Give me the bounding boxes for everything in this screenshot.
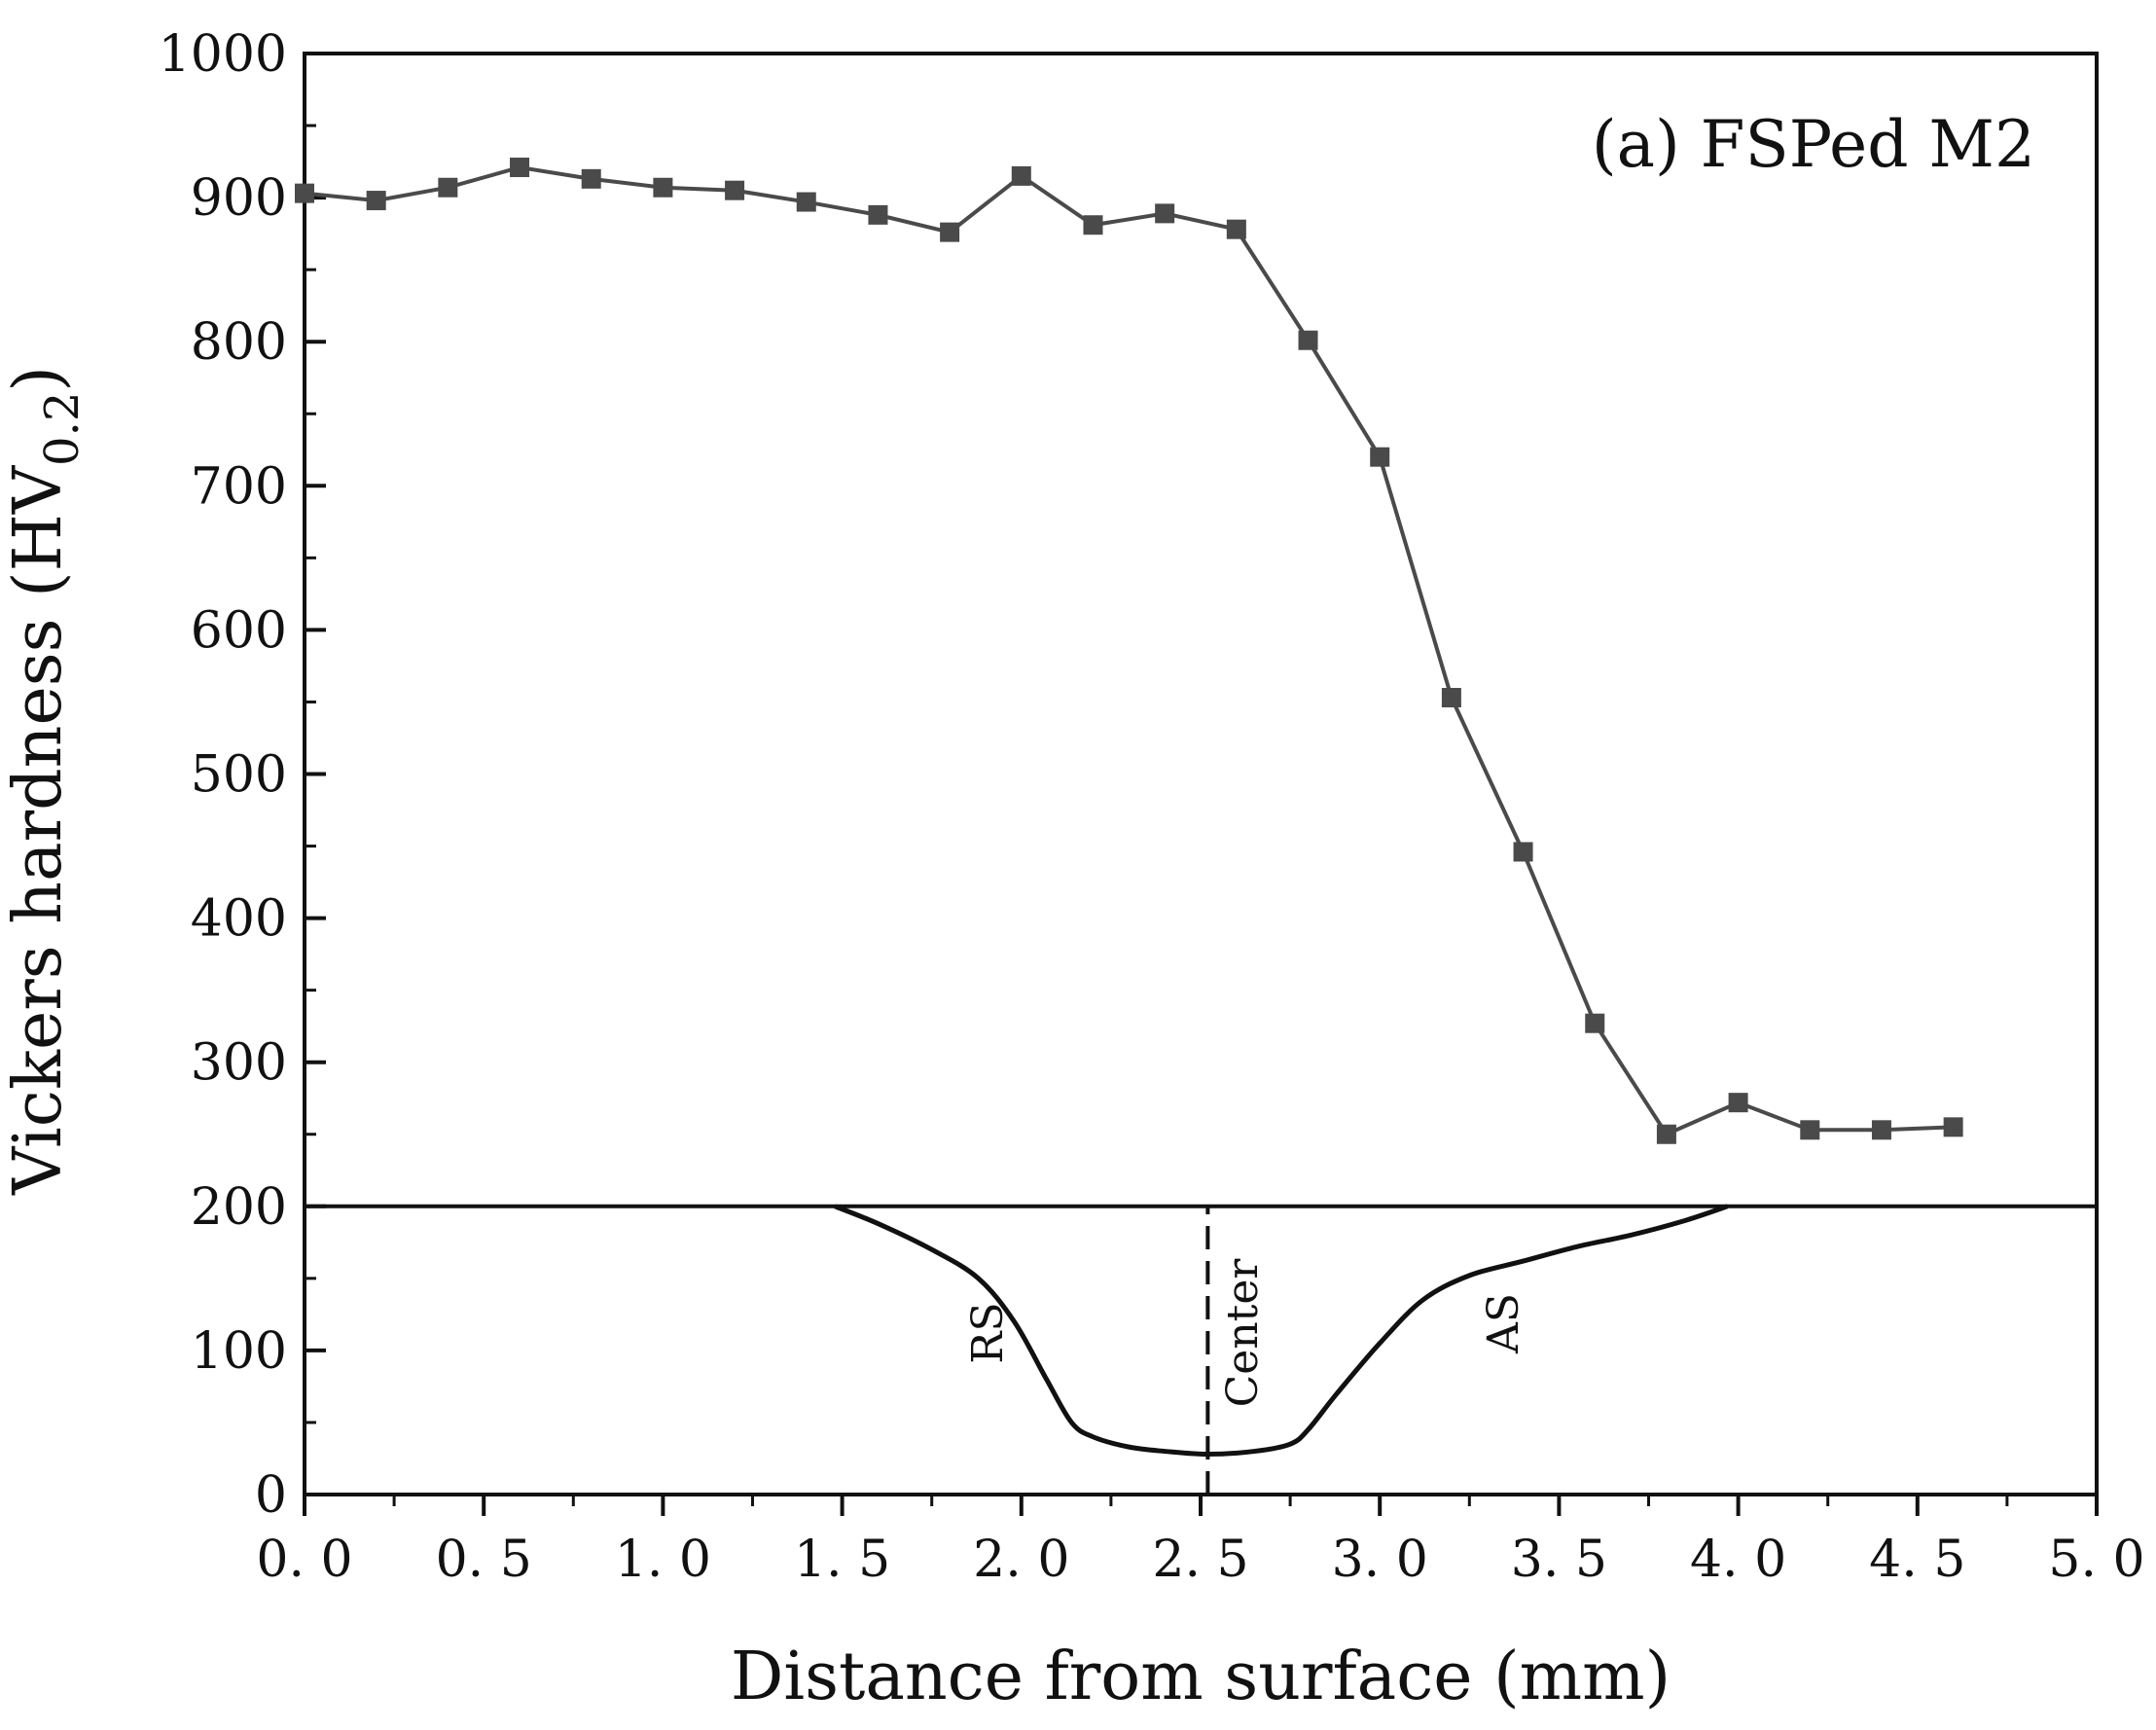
data-point (581, 168, 601, 189)
data-point (1800, 1120, 1820, 1140)
y-tick-label: 900 (191, 169, 287, 228)
y-axis-label: Vickers hardness (HV0.2) (0, 366, 90, 1196)
y-tick-label: 1000 (159, 25, 287, 84)
x-tick-label: 1. 0 (615, 1531, 711, 1589)
data-point (1656, 1124, 1676, 1144)
x-tick-label: 0. 0 (256, 1531, 352, 1589)
data-point (1298, 330, 1318, 350)
data-point (1083, 215, 1103, 235)
data-point (1585, 1013, 1605, 1033)
data-point (1155, 203, 1175, 224)
y-axis-ticks: 0 100 200 300 400 500 600 700 800 900 1000 (159, 25, 326, 1525)
data-point (1943, 1117, 1963, 1137)
data-point (868, 204, 888, 225)
y-tick-label: 400 (191, 890, 287, 949)
y-tick-label: 600 (191, 601, 287, 660)
x-tick-label: 0. 5 (436, 1531, 532, 1589)
x-tick-label: 5. 0 (2048, 1531, 2144, 1589)
y-tick-label: 700 (191, 457, 287, 516)
data-point (1226, 219, 1246, 239)
data-point (940, 222, 960, 242)
data-point (366, 191, 386, 211)
data-point (1441, 688, 1461, 708)
x-tick-label: 3. 0 (1332, 1531, 1428, 1589)
x-axis-ticks: 0. 0 0. 5 1. 0 1. 5 2. 0 2. 5 3. 0 3. 5 4. 0 4. 5… (256, 1495, 2145, 1589)
y-axis-label-close: ) (0, 366, 77, 392)
rs-annotation: RS (963, 1302, 1013, 1363)
y-tick-label: 100 (191, 1322, 287, 1381)
y-axis-label-subscript: 0.2 (35, 392, 90, 466)
x-tick-label: 1. 5 (794, 1531, 890, 1589)
data-point (653, 177, 673, 198)
y-tick-label: 200 (191, 1178, 287, 1237)
data-point (1011, 165, 1031, 186)
data-point (438, 177, 458, 198)
data-point (510, 157, 530, 177)
data-point (1513, 842, 1533, 862)
series-line (304, 164, 1954, 1137)
data-point (295, 183, 314, 203)
series-fsped-m2 (295, 157, 1963, 1144)
chart-title: (a) FSPed M2 (1592, 107, 2035, 182)
y-tick-label: 0 (255, 1466, 287, 1525)
plot-frame (303, 52, 2099, 1496)
x-tick-label: 4. 5 (1869, 1531, 1965, 1589)
data-point (725, 180, 745, 200)
x-tick-label: 2. 5 (1152, 1531, 1248, 1589)
center-annotation: Center (1218, 1258, 1268, 1408)
y-tick-label: 800 (191, 313, 287, 372)
x-tick-label: 4. 0 (1690, 1531, 1786, 1589)
data-point (1370, 447, 1390, 467)
processed-zone-profile-line (834, 1204, 1729, 1458)
y-tick-label: 300 (191, 1034, 287, 1093)
data-point (796, 192, 816, 212)
as-annotation: AS (1479, 1293, 1528, 1354)
y-tick-label: 500 (191, 746, 287, 805)
y-axis-label-main: Vickers hardness (HV (0, 464, 77, 1196)
x-tick-label: 2. 0 (973, 1531, 1069, 1589)
x-tick-label: 3. 5 (1511, 1531, 1607, 1589)
plot-frame-group (303, 52, 2099, 1496)
data-point (1728, 1093, 1748, 1113)
data-point (1871, 1120, 1891, 1140)
x-axis-label: Distance from surface (mm) (731, 1639, 1671, 1715)
